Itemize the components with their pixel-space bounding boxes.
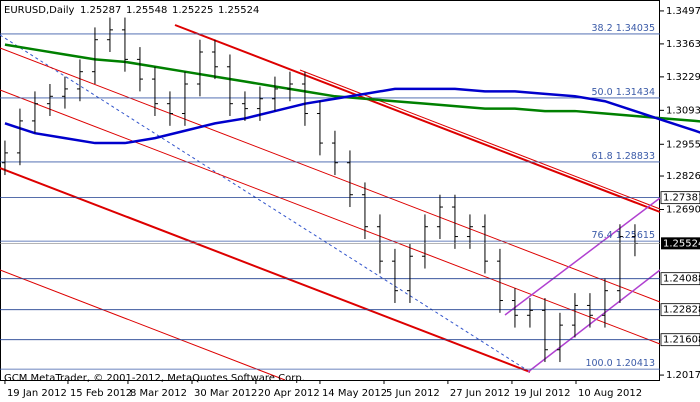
fib-price: 1.20413 xyxy=(616,358,655,369)
x-tick-label: 19 Jan 2012 xyxy=(7,388,67,399)
footer: GCM MetaTrader, © 2001-2012, MetaQuotes … xyxy=(4,373,305,384)
quote-value: 1.25548 xyxy=(126,5,167,16)
fib-level: 100.0 xyxy=(585,358,612,369)
price-level-box xyxy=(660,333,700,347)
y-tick-label: 1.3229 xyxy=(666,72,700,83)
channel-line xyxy=(0,269,286,381)
y-tick-label: 1.2826 xyxy=(666,171,700,182)
dashed-trendline xyxy=(0,34,531,373)
y-tick-label: 1.2690 xyxy=(666,204,700,215)
current-price-label: 1.25524 xyxy=(663,238,700,249)
quote-value: 1.25225 xyxy=(172,5,213,16)
x-tick-label: 30 Mar 2012 xyxy=(194,388,257,399)
x-tick-label: 5 Jun 2012 xyxy=(386,388,440,399)
quote-value: 1.25287 xyxy=(80,5,121,16)
y-tick-label: 1.2955 xyxy=(666,139,700,150)
purple-channel xyxy=(504,197,661,316)
price-level-label: 1.21608 xyxy=(663,335,700,346)
chart-title: EURUSD,Daily xyxy=(4,5,75,16)
price-level-label: 1.24088 xyxy=(663,274,700,285)
fib-level: 50.0 xyxy=(592,86,613,97)
x-tick-label: 10 Aug 2012 xyxy=(578,388,642,399)
fib-label: 61.8 1.28833 xyxy=(592,150,655,161)
plot-frame xyxy=(0,0,660,381)
channel-line xyxy=(0,47,661,303)
channel-line xyxy=(0,167,531,373)
y-tick-label: 1.3093 xyxy=(666,105,700,116)
purple-channel xyxy=(527,269,661,373)
x-tick-label: 20 Apr 2012 xyxy=(258,388,320,399)
x-tick-label: 27 Jun 2012 xyxy=(450,388,510,399)
price-level-box xyxy=(660,303,700,317)
channel-line xyxy=(174,24,661,213)
fib-label: 100.0 1.20413 xyxy=(585,358,655,369)
fib-level: 76.4 xyxy=(592,230,613,241)
price-level-box xyxy=(660,191,700,205)
y-tick-label: 1.3363 xyxy=(666,39,700,50)
quote-value: 1.25524 xyxy=(218,5,259,16)
fib-price: 1.28833 xyxy=(616,150,655,161)
x-tick-label: 14 May 2012 xyxy=(322,388,387,399)
current-price-box xyxy=(661,237,700,250)
price-level-label: 1.22828 xyxy=(663,305,700,316)
moving-average xyxy=(4,87,700,145)
price-level-box xyxy=(660,272,700,286)
fib-level: 61.8 xyxy=(592,150,613,161)
fib-price: 1.31434 xyxy=(616,86,655,97)
channel-line xyxy=(0,89,661,345)
fib-label: 50.0 1.31434 xyxy=(592,86,655,97)
x-tick-label: 19 Jul 2012 xyxy=(514,388,571,399)
channel-line xyxy=(299,69,661,210)
x-tick-label: 8 Mar 2012 xyxy=(130,388,187,399)
x-tick-label: 15 Feb 2012 xyxy=(70,388,132,399)
fib-level: 38.2 xyxy=(592,22,613,33)
fib-label: 76.4 1.25615 xyxy=(592,230,655,241)
fib-price: 1.34035 xyxy=(616,22,655,33)
y-tick-label: 1.2017 xyxy=(666,370,700,381)
y-tick-label: 1.3497 xyxy=(666,6,700,17)
fib-label: 38.2 1.34035 xyxy=(592,22,655,33)
trendlines xyxy=(0,24,661,381)
